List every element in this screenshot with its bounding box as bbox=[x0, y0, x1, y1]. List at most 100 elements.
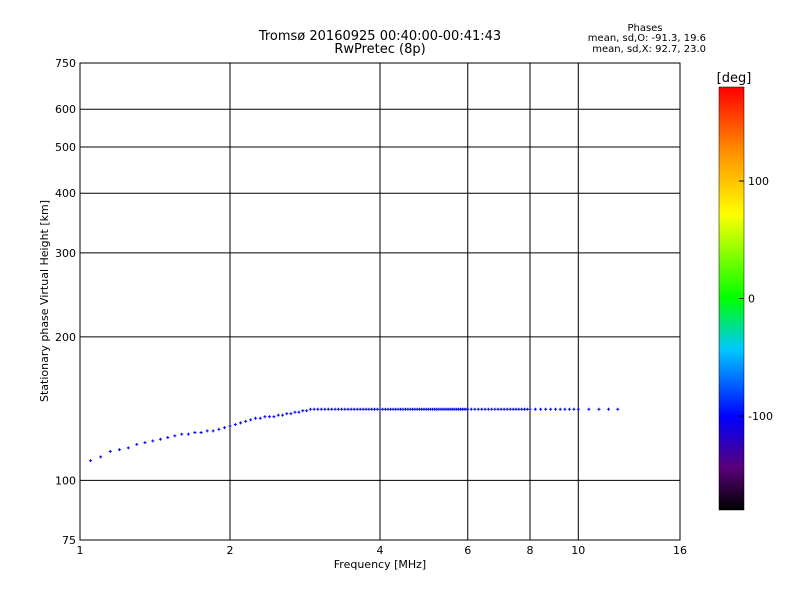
data-point bbox=[249, 418, 253, 422]
data-point bbox=[358, 407, 362, 411]
data-point bbox=[490, 407, 494, 411]
data-point bbox=[239, 421, 243, 425]
data-point bbox=[326, 407, 330, 411]
colorbar-ticks: -100 0 100 bbox=[739, 175, 773, 423]
data-point bbox=[496, 407, 500, 411]
data-point bbox=[572, 407, 576, 411]
y-tick-label: 600 bbox=[55, 103, 76, 116]
data-points bbox=[89, 407, 620, 463]
data-point bbox=[563, 407, 567, 411]
data-point bbox=[108, 449, 112, 453]
data-point bbox=[316, 407, 320, 411]
data-point bbox=[349, 407, 353, 411]
data-point bbox=[205, 429, 209, 433]
data-point bbox=[373, 407, 377, 411]
data-point bbox=[308, 407, 312, 411]
data-point bbox=[173, 434, 177, 438]
data-point bbox=[587, 407, 591, 411]
data-point bbox=[253, 416, 257, 420]
data-point bbox=[502, 407, 506, 411]
data-point bbox=[480, 407, 484, 411]
data-point bbox=[514, 407, 518, 411]
chart-subtitle: RwPretec (8p) bbox=[334, 42, 425, 57]
plot-frame bbox=[79, 62, 681, 541]
data-point bbox=[511, 407, 515, 411]
y-tick-label: 75 bbox=[62, 534, 76, 547]
data-point bbox=[199, 431, 203, 435]
colorbar-tick-label: 0 bbox=[748, 293, 755, 306]
data-point bbox=[523, 407, 527, 411]
data-point bbox=[305, 409, 309, 413]
data-point bbox=[143, 441, 147, 445]
data-point bbox=[319, 407, 323, 411]
y-axis-ticks: 75 100 200 300 400 500 600 750 bbox=[55, 57, 76, 547]
y-tick-label: 300 bbox=[55, 247, 76, 260]
data-point bbox=[312, 407, 316, 411]
data-point bbox=[158, 437, 162, 441]
y-tick-label: 200 bbox=[55, 331, 76, 344]
data-point bbox=[381, 407, 385, 411]
data-point bbox=[520, 407, 524, 411]
data-point bbox=[567, 407, 571, 411]
data-point bbox=[258, 416, 262, 420]
data-point bbox=[383, 407, 387, 411]
data-point bbox=[336, 407, 340, 411]
data-point bbox=[499, 407, 503, 411]
y-axis-label: Stationary phase Virtual Height [km] bbox=[38, 200, 51, 402]
y-tick-label: 100 bbox=[55, 474, 76, 487]
data-point bbox=[211, 429, 215, 433]
data-point bbox=[126, 446, 130, 450]
data-point bbox=[340, 407, 344, 411]
data-point bbox=[525, 407, 529, 411]
data-point bbox=[276, 413, 280, 417]
data-point bbox=[301, 409, 305, 413]
data-point bbox=[223, 426, 227, 430]
data-point bbox=[285, 412, 289, 416]
data-point bbox=[483, 407, 487, 411]
data-point bbox=[289, 412, 293, 416]
data-point bbox=[391, 407, 395, 411]
data-point bbox=[476, 407, 480, 411]
stats-heading: Phases bbox=[627, 23, 662, 34]
data-point bbox=[508, 407, 512, 411]
data-point bbox=[367, 407, 371, 411]
x-tick-label: 6 bbox=[464, 544, 471, 557]
data-point bbox=[99, 455, 103, 459]
data-point bbox=[343, 407, 347, 411]
data-point bbox=[558, 407, 562, 411]
data-point bbox=[180, 432, 184, 436]
data-point bbox=[272, 415, 276, 419]
data-point bbox=[549, 407, 553, 411]
data-point bbox=[228, 424, 232, 428]
data-point bbox=[607, 407, 611, 411]
data-point bbox=[505, 407, 509, 411]
data-point bbox=[375, 407, 379, 411]
data-point bbox=[293, 410, 297, 414]
grid-lines bbox=[80, 63, 680, 540]
data-point bbox=[89, 459, 93, 463]
data-point bbox=[193, 431, 197, 435]
data-point bbox=[616, 407, 620, 411]
data-point bbox=[394, 407, 398, 411]
y-tick-label: 750 bbox=[55, 57, 76, 70]
data-point bbox=[186, 432, 190, 436]
data-point bbox=[576, 407, 580, 411]
x-axis-label: Frequency [MHz] bbox=[334, 558, 426, 571]
data-point bbox=[528, 407, 532, 411]
data-point bbox=[469, 407, 473, 411]
data-point bbox=[263, 415, 267, 419]
data-point bbox=[281, 413, 285, 417]
data-point bbox=[352, 407, 356, 411]
data-point bbox=[355, 407, 359, 411]
data-point bbox=[346, 407, 350, 411]
data-point bbox=[466, 407, 470, 411]
y-tick-label: 400 bbox=[55, 187, 76, 200]
data-point bbox=[517, 407, 521, 411]
data-point bbox=[370, 407, 374, 411]
data-point bbox=[151, 439, 155, 443]
data-point bbox=[553, 407, 557, 411]
data-point bbox=[486, 407, 490, 411]
data-point bbox=[166, 436, 170, 440]
data-point bbox=[333, 407, 337, 411]
